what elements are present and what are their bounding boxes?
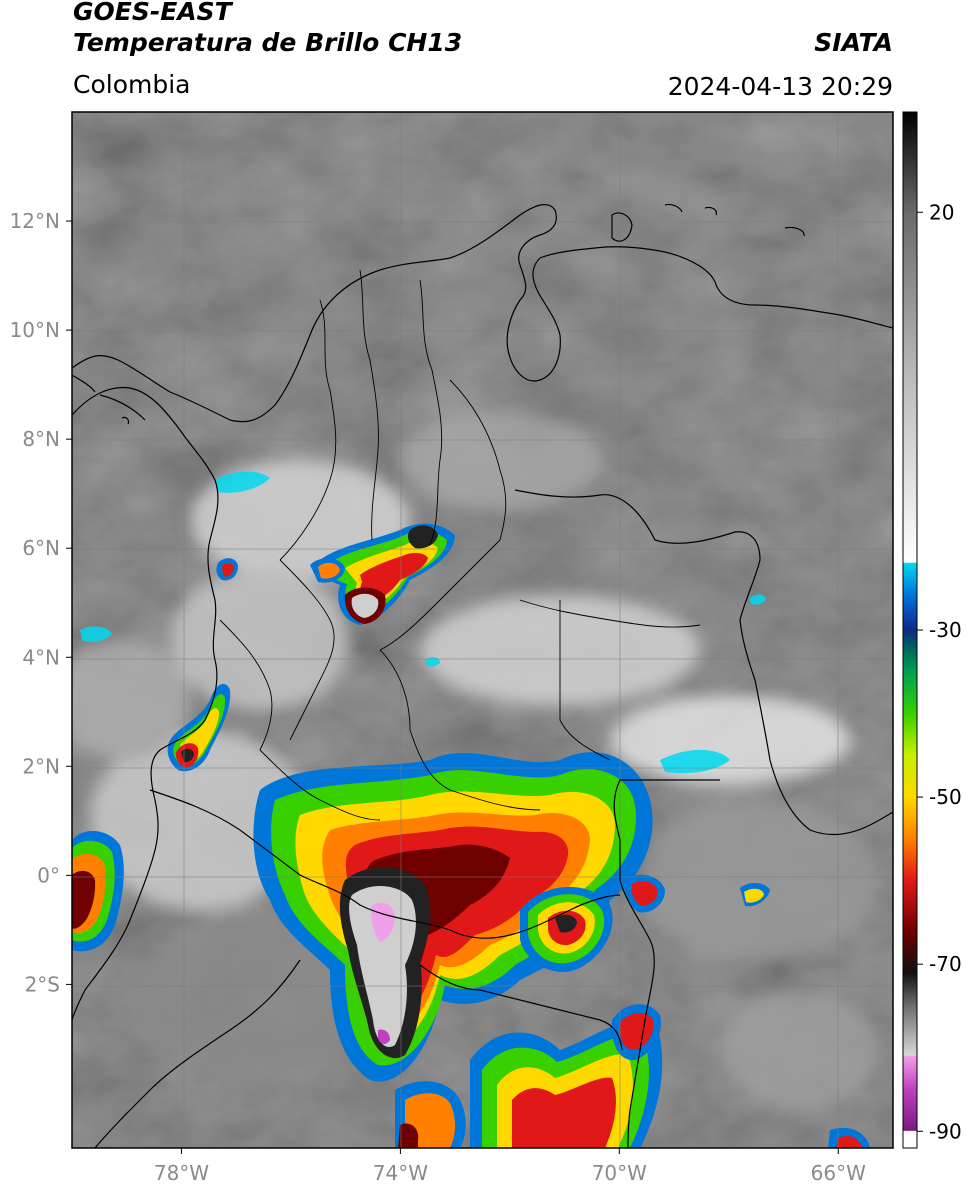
internal-borders [219, 269, 701, 821]
longitude-tick-label: 70°W [592, 1161, 647, 1185]
colorbar-tick-label: -30 [929, 618, 962, 642]
satellite-title: GOES-EAST [73, 0, 232, 26]
map-frame [71, 111, 894, 1149]
longitude-tick-label: 78°W [154, 1161, 209, 1185]
convective-storm-east [520, 874, 770, 1061]
colorbar-tick-label: -70 [929, 952, 962, 976]
datetime-label: 2024-04-13 20:29 [667, 72, 893, 101]
organization-label: SIATA [814, 28, 893, 57]
latitude-tick-label: 0° [37, 863, 60, 887]
colorbar-tick-label: -50 [929, 785, 962, 809]
border-peru-south [94, 959, 301, 1148]
aruba-curacao [611, 203, 805, 242]
convective-storm-southeast [395, 1017, 870, 1148]
pacific-coast [72, 386, 219, 1021]
cloud-edge-cyan [80, 471, 766, 774]
latitude-tick-label: 2°S [25, 972, 60, 996]
colorbar-tick-label: -90 [929, 1119, 962, 1143]
latitude-tick-label: 4°N [22, 645, 60, 669]
convective-storm-west [72, 558, 238, 952]
longitude-tick-label: 66°W [811, 1161, 866, 1185]
colorbar [902, 111, 918, 1149]
border-brazil [613, 779, 720, 1148]
product-title: Temperatura de Brillo CH13 [73, 28, 463, 57]
panama-isthmus [72, 374, 146, 421]
border-amazon [419, 964, 623, 1051]
border-peru-ecuador [149, 789, 621, 939]
latitude-tick-label: 12°N [10, 209, 60, 233]
convective-storm-south [253, 752, 653, 1082]
latitude-ticks: 12°N 10°N 8°N 6°N 4°N 2°N 0° 2°S [10, 209, 72, 996]
longitude-ticks: 78°W 74°W 70°W 66°W [154, 1148, 866, 1185]
colorbar-tick-label: 20 [929, 200, 954, 224]
region-label: Colombia [73, 70, 191, 99]
longitude-tick-label: 74°W [373, 1161, 428, 1185]
border-venezuela [514, 489, 893, 836]
caribbean-coast [72, 203, 893, 423]
latitude-tick-label: 2°N [22, 754, 60, 778]
latitude-tick-label: 8°N [22, 427, 60, 451]
colorbar-ticks: 20 -30 -50 -70 -90 [917, 200, 962, 1143]
latitude-tick-label: 10°N [10, 318, 60, 342]
san-andres [121, 416, 130, 425]
latitude-tick-label: 6°N [22, 536, 60, 560]
coastline-and-borders [72, 203, 893, 1148]
graticule [72, 112, 893, 1148]
